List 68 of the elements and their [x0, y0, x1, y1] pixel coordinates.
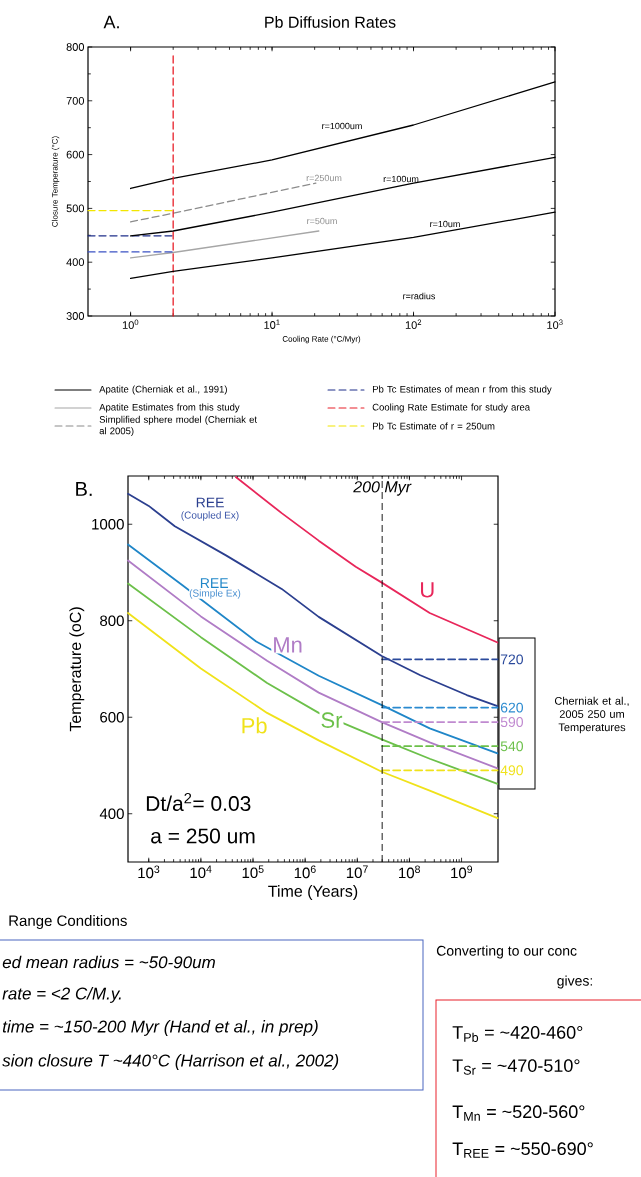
y-tick-label: 1000 — [92, 518, 124, 530]
annotation: (Coupled Ex) — [181, 511, 239, 521]
text: Cherniak et al., 2005 250 um Temperatures — [554, 696, 629, 734]
y-tick-label: 300 — [66, 312, 85, 320]
text: A. — [103, 15, 119, 29]
series-label: Mn — [274, 637, 302, 653]
x-tick-label: 10$^{9}$ — [451, 865, 473, 879]
series-label: Sr — [321, 712, 343, 728]
x-tick-label: 10$^{4}$ — [190, 865, 212, 879]
text: sion closure T ~440°C (Harrison et al., 2002) — [2, 1054, 339, 1070]
series-label: Pb — [242, 717, 267, 734]
series-label: REE — [200, 578, 228, 588]
annotation: r=100um — [383, 175, 419, 183]
annotation: r=50um — [307, 217, 337, 225]
text: T$_{Mn}$ = ~520-560° — [452, 1105, 585, 1121]
annotation: (Simple Ex) — [189, 589, 241, 599]
legend-label: Cooling Rate Estimate for study area — [372, 403, 531, 413]
y-tick-label: 400 — [99, 808, 124, 820]
annotation: r=250um — [306, 174, 342, 182]
legend-label: Pb Tc Estimate of r = 250um — [372, 422, 495, 430]
data-label: 620 — [500, 702, 524, 713]
x-tick-label: 10$^{3}$ — [138, 865, 160, 879]
y-axis-title: Closure Temperature (°C) — [51, 136, 60, 227]
text: T$_{Sr}$ = ~470-510° — [452, 1059, 580, 1075]
legend-label: Apatite Estimates from this study — [99, 403, 240, 413]
text: rate = <2 C/M.y. — [2, 987, 121, 1003]
x-tick-label: 10$^{5}$ — [242, 865, 264, 879]
y-tick-label: 800 — [100, 615, 124, 627]
text: ed mean radius = ~50-90um — [2, 955, 215, 969]
y-tick-label: 400 — [66, 258, 85, 267]
data-label: 540 — [500, 741, 524, 752]
series-label: U — [421, 582, 434, 598]
legend-label: Pb Tc Estimates of mean r from this study — [372, 385, 552, 395]
series-label: REE — [196, 497, 224, 508]
y-tick-label: 700 — [66, 96, 85, 105]
x-tick-label: 10$^{6}$ — [294, 865, 316, 879]
x-tick-label: 10$^{7}$ — [346, 865, 368, 879]
x-tick-label: 10$^{2}$ — [405, 319, 422, 329]
x-axis-title: Cooling Rate (°C/Myr) — [282, 335, 361, 344]
annotation: Dt/a$^{2}$= 0.03 — [146, 793, 251, 811]
text: B. — [76, 482, 92, 496]
data-label: 490 — [500, 765, 524, 776]
text: Range Conditions — [9, 915, 127, 929]
y-tick-label: 600 — [66, 150, 85, 159]
annotation: r=1000um — [322, 122, 362, 130]
y-axis-title: Temperature (oC) — [69, 607, 85, 732]
x-tick-label: 10$^{8}$ — [399, 865, 420, 879]
x-tick-label: 10$^{3}$ — [547, 319, 563, 329]
x-axis-title: Time (Years) — [268, 885, 358, 900]
annotation: r=10um — [430, 220, 460, 228]
legend-label: Simplified sphere model (Cherniak et al 2005) — [99, 415, 257, 437]
annotation: a = 250 um — [151, 828, 255, 844]
text: time = ~150-200 Myr (Hand et al., in prep) — [2, 1020, 318, 1036]
y-tick-label: 800 — [66, 43, 85, 51]
annotation: r=radius — [403, 292, 436, 300]
y-tick-label: 500 — [66, 204, 85, 213]
chart-title: Pb Diffusion Rates — [265, 16, 396, 28]
text: T$_{Pb}$ = ~420-460° — [452, 1026, 583, 1042]
y-tick-label: 600 — [100, 711, 124, 723]
data-label: 720 — [500, 654, 524, 665]
data-label: 590 — [500, 717, 524, 728]
text: gives: — [557, 975, 593, 989]
x-tick-label: 10$^{0}$ — [122, 319, 139, 329]
ref-line-label: 200 Myr — [353, 481, 412, 496]
text: Converting to our conc — [436, 945, 577, 959]
legend-label: Apatite (Cherniak et al., 1991) — [99, 385, 227, 395]
x-tick-label: 10$^{1}$ — [264, 319, 280, 329]
text: T$_{REE}$ = ~550-690° — [452, 1142, 593, 1158]
